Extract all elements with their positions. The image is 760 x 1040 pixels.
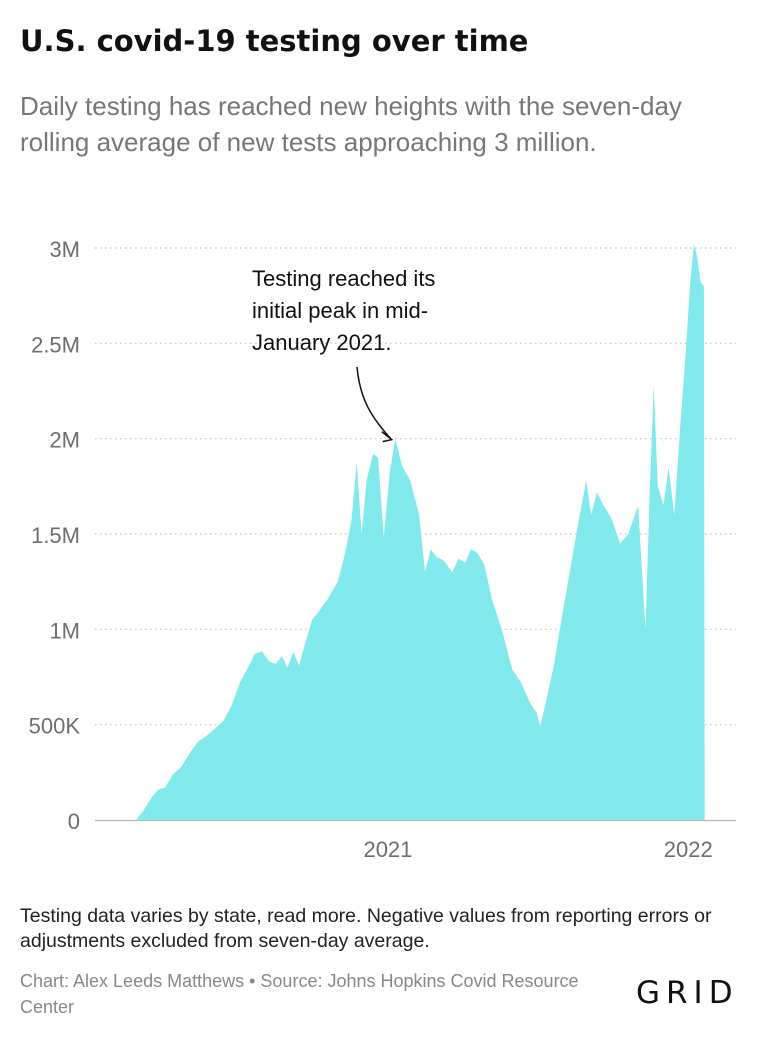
- annotation-text-line: Testing reached its: [252, 266, 435, 291]
- y-tick-label: 2M: [49, 428, 80, 453]
- footnote: Testing data varies by state, read more.…: [20, 905, 712, 952]
- source-credit: Chart: Alex Leeds Matthews • Source: Joh…: [20, 971, 579, 1017]
- y-tick-label: 500K: [29, 714, 81, 739]
- logo-text: GRID: [636, 975, 739, 1010]
- area-chart: 0 500K 1M 1.5M 2M 2.5M 3M 2021 2022 Testing reac…: [29, 237, 736, 862]
- y-tick-label: 0: [68, 809, 80, 834]
- y-tick-label: 3M: [49, 237, 80, 262]
- chart-subtitle: Daily testing has reached new heights wi…: [20, 91, 682, 157]
- y-tick-label: 1.5M: [31, 523, 80, 548]
- x-tick-label: 2021: [363, 837, 412, 862]
- y-tick-label: 1M: [49, 618, 80, 643]
- annotation-text-line: initial peak in mid-: [252, 298, 428, 323]
- annotation-text-line: January 2021.: [252, 330, 391, 355]
- y-tick-label: 2.5M: [31, 332, 80, 357]
- area-fill: [136, 244, 705, 820]
- axes: 0 500K 1M 1.5M 2M 2.5M 3M 2021 2022: [29, 237, 736, 862]
- annotation: Testing reached its initial peak in mid- J…: [252, 266, 435, 443]
- annotation-arrowhead: [381, 431, 394, 443]
- chart-title: U.S. covid-19 testing over time: [20, 24, 529, 58]
- annotation-arrow: [356, 366, 392, 440]
- area-series: [136, 244, 705, 820]
- x-tick-label: 2022: [664, 837, 713, 862]
- grid-logo: GRID: [636, 975, 739, 1010]
